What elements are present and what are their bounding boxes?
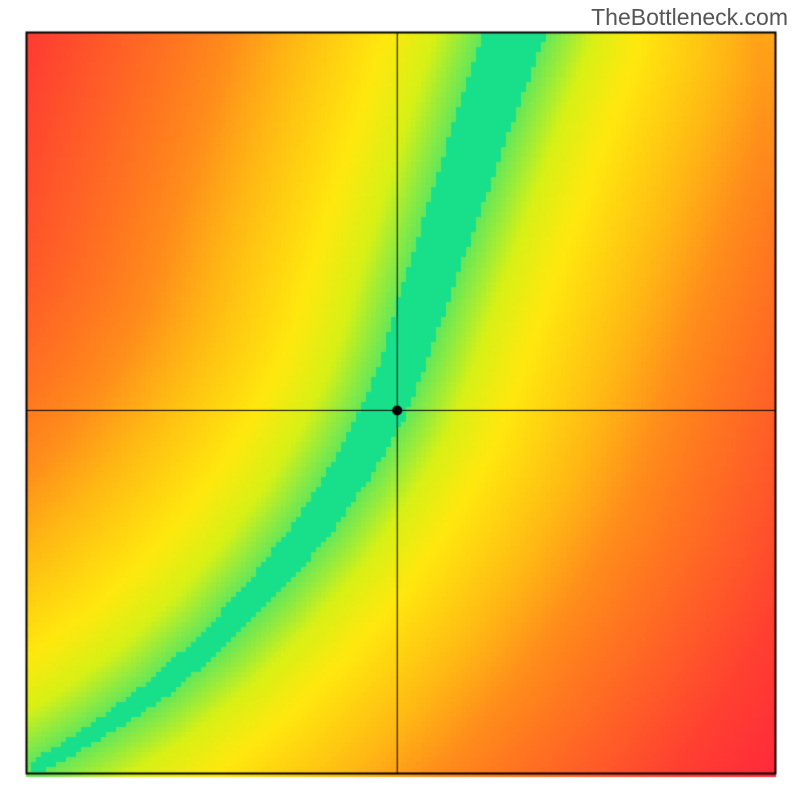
watermark-text: TheBottleneck.com bbox=[591, 4, 788, 31]
bottleneck-heatmap bbox=[0, 0, 800, 800]
